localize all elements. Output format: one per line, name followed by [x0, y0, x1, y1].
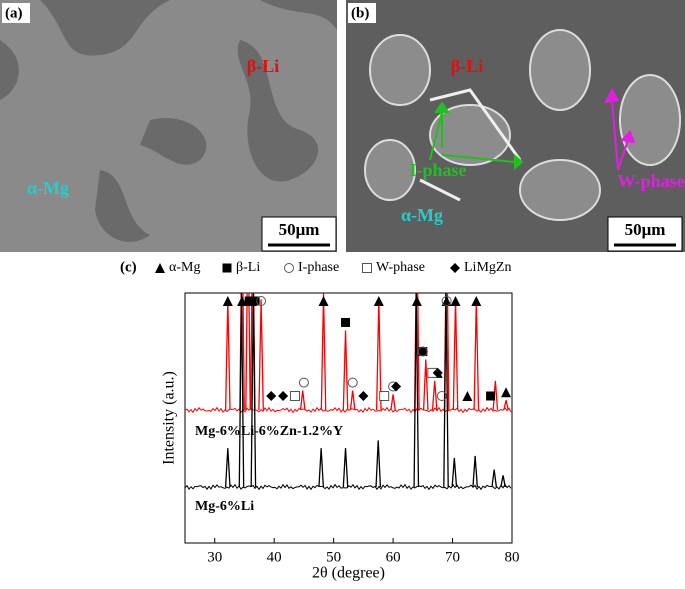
peak — [349, 390, 356, 411]
panel-label-bg — [2, 3, 30, 23]
peak — [238, 293, 245, 488]
phase-marker — [432, 367, 443, 378]
legend-label: β-Li — [236, 260, 260, 275]
legend-marker — [284, 263, 294, 273]
x-tick-label: 60 — [386, 549, 401, 565]
peak — [472, 455, 478, 488]
legend-marker — [155, 263, 165, 273]
micrograph-a — [0, 0, 337, 252]
peak — [224, 299, 231, 411]
phase-marker — [450, 296, 461, 306]
annotation: W-phase — [617, 171, 684, 191]
annotation: β-Li — [247, 56, 279, 76]
w-phase-arrows — [604, 87, 636, 171]
panel-label-bg — [348, 3, 376, 23]
phase-marker — [341, 317, 351, 327]
x-axis-label: 2θ (degree) — [312, 565, 385, 582]
panel-label: (a) — [5, 5, 23, 21]
legend-label: W-phase — [376, 260, 425, 275]
panel-label: (b) — [351, 5, 369, 21]
phase-marker — [462, 391, 473, 401]
phase-marker — [411, 296, 422, 306]
peak — [320, 293, 327, 411]
peak — [224, 448, 231, 488]
phase-marker — [358, 391, 369, 401]
legend-label: LiMgZn — [464, 260, 511, 275]
phase-marker — [441, 296, 452, 306]
y-axis-label: Intensity (a.u.) — [161, 371, 178, 465]
annotation: I-phase — [409, 160, 466, 180]
phase-marker — [298, 377, 309, 388]
peak — [491, 469, 498, 488]
peak — [422, 359, 429, 411]
peak — [413, 293, 420, 488]
peak — [318, 448, 324, 488]
i-phase-arrows — [429, 101, 524, 171]
peak — [375, 440, 382, 488]
phase-marker — [373, 296, 384, 306]
peak — [431, 380, 438, 411]
scale-bar-label: 50μm — [625, 220, 666, 239]
peak — [245, 293, 251, 411]
annotation: β-Li — [451, 56, 483, 76]
phase-marker — [237, 296, 248, 306]
x-tick-label: 40 — [267, 549, 282, 565]
legend-marker — [362, 263, 372, 273]
scale-bar-label: 50μm — [279, 220, 320, 239]
phase-marker — [278, 391, 289, 401]
x-tick-label: 30 — [207, 549, 222, 565]
plot-frame — [184, 292, 513, 544]
phase-marker — [391, 381, 402, 392]
x-tick-label: 50 — [326, 549, 341, 565]
peak — [452, 299, 459, 411]
peak — [250, 293, 257, 488]
phase-marker — [347, 377, 358, 388]
phase-marker — [250, 296, 260, 306]
plot-area — [185, 293, 512, 491]
chart-label: (c) — [120, 259, 137, 275]
phase-marker — [418, 347, 428, 357]
peak — [342, 448, 349, 488]
peak — [258, 299, 264, 411]
annotation: α-Mg — [27, 178, 69, 198]
peak — [443, 293, 449, 488]
phase-marker — [501, 387, 512, 398]
series-label: Mg-6%Li — [195, 499, 254, 514]
phase-marker — [471, 296, 482, 306]
peak — [473, 299, 480, 411]
phase-marker — [256, 296, 267, 306]
phase-marker — [222, 296, 233, 306]
legend-label: α-Mg — [169, 260, 200, 275]
legend-marker — [222, 263, 232, 273]
peak — [390, 394, 396, 411]
peak — [451, 457, 458, 488]
phase-marker — [436, 391, 447, 401]
phase-marker — [244, 296, 254, 306]
peak — [299, 390, 306, 411]
peak — [500, 475, 506, 488]
annotation: α-Mg — [401, 205, 443, 225]
legend-marker — [450, 263, 460, 273]
phase-marker — [417, 346, 428, 357]
micrograph-b — [346, 0, 685, 252]
phase-marker — [486, 391, 496, 401]
peak — [503, 400, 509, 411]
x-tick-label: 80 — [505, 549, 520, 565]
phase-marker — [266, 391, 277, 401]
peak — [342, 330, 349, 411]
phase-marker — [379, 391, 390, 401]
phase-marker — [441, 296, 452, 306]
series-label: Mg-6%Li-6%Zn-1.2%Y — [195, 424, 343, 439]
phase-marker — [289, 391, 300, 401]
phase-marker — [318, 296, 329, 306]
x-tick-label: 70 — [445, 549, 460, 565]
legend-label: I-phase — [298, 260, 339, 275]
